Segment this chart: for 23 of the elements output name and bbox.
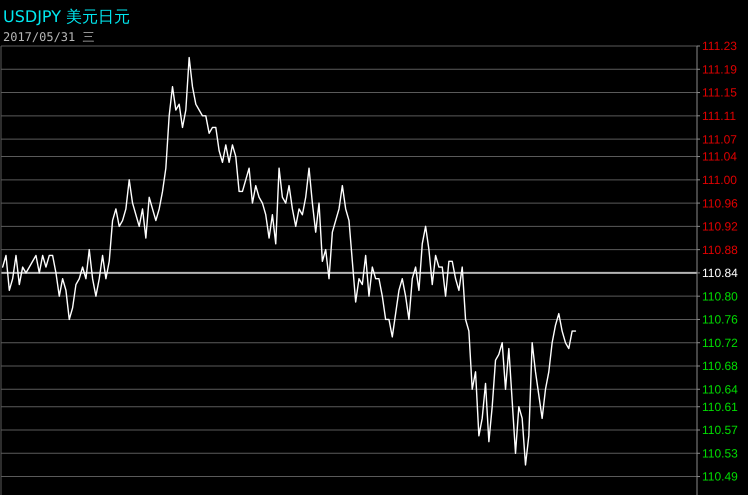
- y-tick-label: 110.49: [702, 470, 738, 484]
- y-tick-label: 110.96: [702, 196, 738, 210]
- chart-title: USDJPY 美元日元: [3, 7, 130, 26]
- y-tick-label: 110.53: [702, 446, 738, 460]
- y-tick-label: 110.57: [702, 423, 738, 438]
- chart-subtitle: 2017/05/31 三: [3, 30, 94, 44]
- y-tick-label: 110.72: [702, 336, 738, 350]
- y-tick-label: 110.68: [702, 359, 738, 374]
- y-tick-label: 110.92: [702, 220, 738, 234]
- y-tick-label: 111.19: [702, 62, 738, 76]
- y-tick-label: 110.76: [702, 312, 738, 327]
- y-tick-label: 111.07: [702, 132, 738, 146]
- y-tick-label: 110.84: [702, 266, 738, 280]
- y-tick-label: 110.88: [702, 242, 738, 257]
- y-tick-label: 110.61: [702, 400, 738, 414]
- y-tick-label: 111.00: [702, 173, 738, 188]
- y-tick-label: 111.11: [702, 109, 736, 124]
- y-tick-label: 111.04: [702, 150, 738, 164]
- line-series: [2, 56, 576, 466]
- y-tick-label: 111.15: [702, 86, 738, 100]
- y-tick-label: 110.64: [702, 382, 738, 396]
- y-tick-label: 111.23: [702, 39, 738, 54]
- y-tick-label: 110.80: [702, 289, 738, 304]
